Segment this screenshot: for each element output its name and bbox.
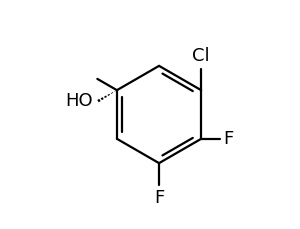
Text: F: F: [223, 130, 233, 148]
Text: HO: HO: [66, 93, 93, 110]
Text: F: F: [154, 189, 164, 207]
Text: Cl: Cl: [192, 47, 210, 65]
